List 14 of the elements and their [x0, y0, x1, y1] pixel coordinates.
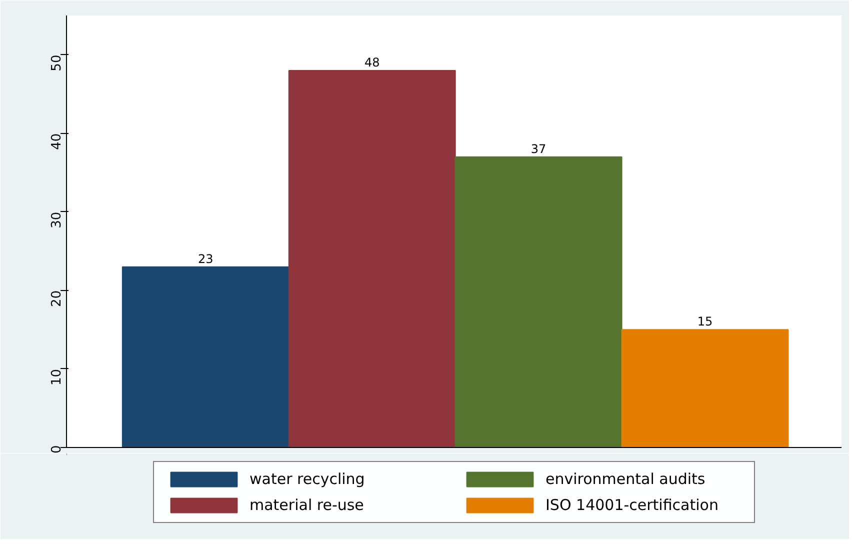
y-tick-label: 40 — [50, 133, 64, 150]
data-label: 15 — [697, 314, 713, 329]
legend-label: ISO 14001-certification — [546, 496, 720, 514]
y-tick-label: 30 — [50, 212, 64, 228]
data-label: 23 — [198, 252, 214, 266]
y-tick-label: 0 — [50, 445, 64, 454]
data-label: 48 — [364, 55, 380, 70]
data-label: 37 — [530, 142, 546, 156]
y-tick-label: 20 — [50, 290, 64, 307]
legend-label: water recycling — [250, 470, 366, 488]
y-tick-label: 50 — [50, 54, 64, 72]
y-tick-label: 10 — [50, 368, 64, 386]
legend-label: material re-use — [250, 496, 365, 514]
legend-label: environmental audits — [546, 470, 706, 488]
